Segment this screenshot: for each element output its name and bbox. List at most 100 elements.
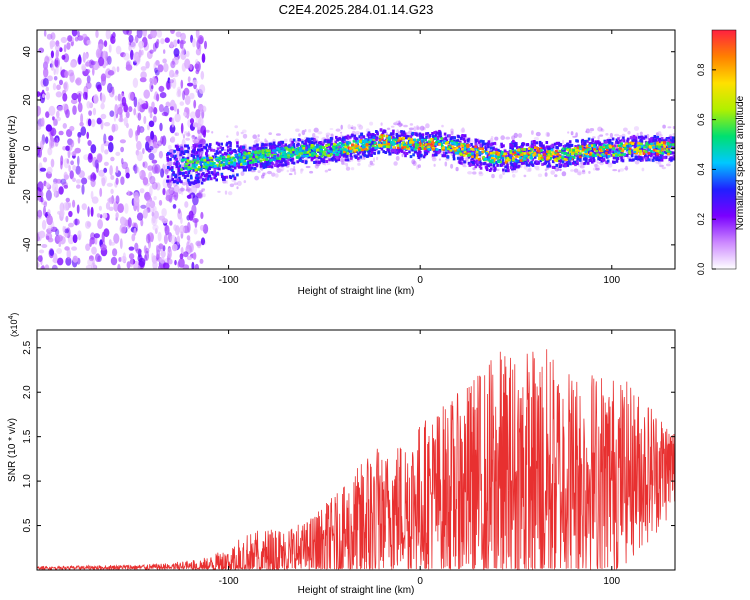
spectrogram-noise-cell <box>151 181 158 190</box>
spectrogram-band-cell <box>443 154 446 158</box>
spectrogram-band-cell <box>564 144 567 148</box>
spectrogram-band-cell <box>470 161 473 164</box>
spectrogram-noise-cell <box>163 49 166 54</box>
spectrogram-noise-cell <box>56 234 63 242</box>
spectrogram-band-cell <box>268 162 271 166</box>
spectrogram-halo-cell <box>455 166 459 172</box>
spectrogram-halo-cell <box>579 165 585 169</box>
spectrogram-noise-cell <box>186 194 192 199</box>
spectrogram-noise-cell <box>195 48 201 56</box>
spectrogram-band-cell <box>652 156 656 160</box>
spectrogram-band-cell <box>178 179 182 182</box>
spectrogram-noise-cell <box>147 124 150 131</box>
spectrogram-band-cell <box>338 137 342 141</box>
spectrogram-noise-cell <box>183 111 187 117</box>
spectrogram-band-cell <box>270 151 274 154</box>
spectrogram-band-cell <box>172 171 175 175</box>
spectrogram-noise-cell <box>149 200 156 208</box>
spectrogram-core-cell <box>461 144 464 148</box>
spectrogram-band-cell <box>274 163 277 167</box>
spectrogram-core-cell <box>257 155 261 159</box>
spectrogram-band-cell <box>175 158 178 161</box>
spectrogram-band-cell <box>319 143 323 146</box>
spectrogram-band-cell <box>324 155 327 159</box>
spectrogram-band-cell <box>371 150 374 154</box>
spectrogram-noise-cell <box>62 103 69 111</box>
spectrogram-noise-cell <box>120 176 125 185</box>
spectrogram-noise-cell <box>47 147 53 156</box>
spectrogram-band-cell <box>544 146 547 150</box>
spectrogram-core-cell <box>380 136 384 140</box>
spectrogram-core-cell <box>629 144 632 148</box>
spectrogram-halo-cell <box>268 132 273 136</box>
spectrogram-core-cell <box>655 143 659 146</box>
spectrogram-core-cell <box>308 147 311 151</box>
spectrogram-core-cell <box>513 149 517 152</box>
spectrogram-core-cell <box>257 160 260 164</box>
spectrogram-noise-cell <box>109 241 116 246</box>
spectrogram-band-cell <box>408 150 411 154</box>
spectrogram-core-cell <box>191 165 195 168</box>
spectrogram-noise-cell <box>95 48 101 59</box>
spectrogram-band-cell <box>540 142 543 146</box>
spectrogram-band-cell <box>411 131 414 135</box>
spectrogram-halo-cell <box>237 180 242 186</box>
spectrogram-halo-cell <box>309 170 314 174</box>
spectrogram-band-cell <box>232 174 235 178</box>
spectrogram-band-cell <box>548 147 552 151</box>
spectrogram-band-cell <box>245 165 249 169</box>
colorbar-tick-label: 0.0 <box>696 263 706 276</box>
spectrogram-noise-cell <box>63 44 67 53</box>
spectrogram-band-cell <box>463 134 467 138</box>
spectrogram-noise-cell <box>109 110 115 117</box>
spectrogram-band-cell <box>434 153 437 157</box>
spectrogram-core-cell <box>657 145 661 149</box>
spectrogram-band-cell <box>275 161 278 165</box>
spectrogram-band-cell <box>292 138 296 142</box>
spectrogram-band-cell <box>577 144 580 148</box>
spectrogram-noise-cell <box>64 228 70 234</box>
spectrogram-band-cell <box>590 147 594 151</box>
spectrogram-core-cell <box>227 155 230 158</box>
spectrogram-core-cell <box>244 162 248 165</box>
spectrogram-band-cell <box>195 170 198 174</box>
spectrogram-core-cell <box>286 148 289 151</box>
spectrogram-core-cell <box>432 142 436 145</box>
spectrogram-band-cell <box>299 158 303 162</box>
spectrogram-core-cell <box>577 146 580 149</box>
spectrogram-band-cell <box>566 163 570 167</box>
spectrogram-core-cell <box>243 160 247 163</box>
spectrogram-noise-cell <box>104 149 109 155</box>
spectrogram-band-cell <box>338 155 342 159</box>
spectrogram-band-cell <box>632 138 636 142</box>
spectrogram-core-cell <box>283 150 287 154</box>
spectrogram-core-cell <box>474 146 477 150</box>
spectrogram-core-cell <box>290 154 294 158</box>
spectrogram-halo-cell <box>335 128 341 132</box>
spectrogram-core-cell <box>522 153 526 157</box>
spectrogram-band-cell <box>284 163 287 167</box>
spectrogram-halo-cell <box>300 168 304 172</box>
spectrogram-core-cell <box>604 146 608 149</box>
spectrogram-core-cell <box>471 152 474 155</box>
spectrogram-halo-cell <box>472 171 477 175</box>
spectrogram-core-cell <box>196 157 200 161</box>
spectrogram-noise-cell <box>98 56 105 67</box>
spectrogram-band-cell <box>215 150 219 154</box>
spectrogram-band-cell <box>433 131 436 135</box>
spectrogram-band-cell <box>319 141 322 144</box>
spectrogram-core-cell <box>363 142 367 145</box>
spectrogram-noise-cell <box>76 184 81 189</box>
spectrogram-noise-cell <box>61 54 66 60</box>
spectrogram-band-cell <box>496 163 499 167</box>
spectrogram-core-cell <box>546 150 549 153</box>
spectrogram-noise-cell <box>44 55 50 65</box>
spectrogram-band-cell <box>212 148 216 152</box>
spectrogram-core-cell <box>623 144 626 147</box>
spectrogram-core-cell <box>656 152 659 156</box>
spectrogram-core-cell <box>322 145 325 149</box>
spectrogram-band-cell <box>292 145 296 149</box>
spectrogram-core-cell <box>508 158 512 162</box>
spectrogram-core-cell <box>671 143 675 146</box>
spectrogram-band-cell <box>655 158 659 161</box>
